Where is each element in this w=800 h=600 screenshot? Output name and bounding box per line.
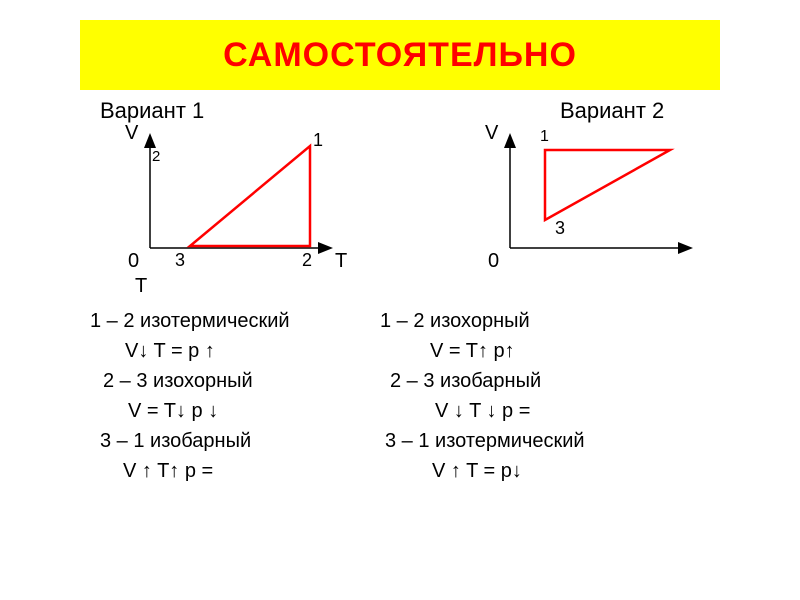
variant1-diagram xyxy=(140,128,340,258)
v1-point-2: 2 xyxy=(302,250,312,271)
v2-p12-rel: V = T↑ p↑ xyxy=(430,340,515,363)
v1-p23-name: 2 – 3 изохорный xyxy=(103,370,253,393)
v1-axis-x-dup: T xyxy=(135,275,147,298)
v1-axis-y: V xyxy=(125,122,138,145)
title-banner: САМОСТОЯТЕЛЬНО xyxy=(80,20,720,90)
v2-axis-y: V xyxy=(485,122,498,145)
v2-p31-rel: V ↑ T = p↓ xyxy=(432,460,522,483)
v2-point-1: 1 xyxy=(540,128,549,146)
variant2-label: Вариант 2 xyxy=(560,98,664,124)
variant2-diagram xyxy=(500,128,700,258)
v2-p31-name: 3 – 1 изотермический xyxy=(385,430,585,453)
v1-axis-x: T xyxy=(335,250,347,273)
v2-p23-name: 2 – 3 изобарный xyxy=(390,370,541,393)
v1-point-x2: 2 xyxy=(152,148,160,165)
v1-origin: 0 xyxy=(128,250,139,273)
v2-p12-name: 1 – 2 изохорный xyxy=(380,310,530,333)
v1-p31-name: 3 – 1 изобарный xyxy=(100,430,251,453)
v2-point-3: 3 xyxy=(555,218,565,239)
page-title: САМОСТОЯТЕЛЬНО xyxy=(223,36,577,75)
v1-p31-rel: V ↑ T↑ p = xyxy=(123,460,213,483)
v1-p12-rel: V↓ T = p ↑ xyxy=(125,340,215,363)
v1-p12-name: 1 – 2 изотермический xyxy=(90,310,290,333)
v1-point-1: 1 xyxy=(313,130,323,151)
v2-p23-rel: V ↓ T ↓ p = xyxy=(435,400,530,423)
v2-origin: 0 xyxy=(488,250,499,273)
variant1-label: Вариант 1 xyxy=(100,98,204,124)
v1-point-3: 3 xyxy=(175,250,185,271)
v1-p23-rel: V = T↓ p ↓ xyxy=(128,400,218,423)
